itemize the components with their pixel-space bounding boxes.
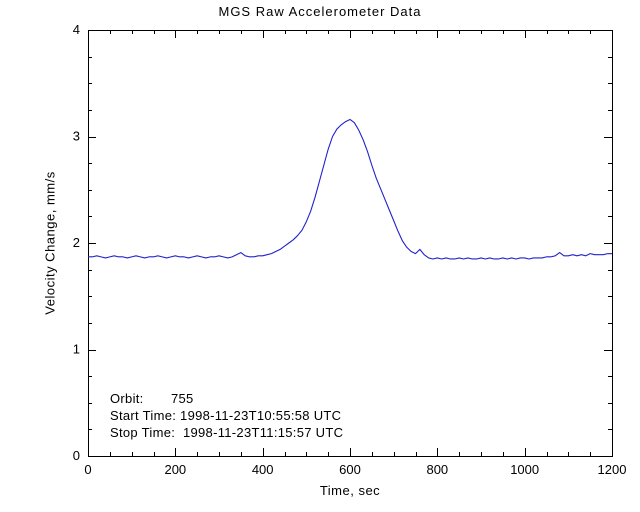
annotation-stop-time: Stop Time: 1998-11-23T11:15:57 UTC — [110, 425, 344, 440]
y-tick-label: 2 — [73, 235, 80, 250]
chart-title: MGS Raw Accelerometer Data — [218, 4, 422, 19]
y-tick-label: 4 — [73, 22, 80, 37]
x-tick-label: 1000 — [510, 462, 539, 477]
y-tick-label: 3 — [73, 129, 80, 144]
y-axis-label: Velocity Change, mm/s — [42, 171, 58, 315]
x-tick-label: 400 — [252, 462, 274, 477]
y-tick-label: 0 — [73, 448, 80, 463]
x-axis-label: Time, sec — [319, 483, 381, 498]
y-tick-label: 1 — [73, 342, 80, 357]
x-tick-label: 200 — [164, 462, 186, 477]
x-tick-label: 800 — [426, 462, 448, 477]
velocity-change-line — [88, 118, 612, 260]
x-tick-label: 1200 — [598, 462, 627, 477]
x-tick-label: 0 — [84, 462, 91, 477]
annotation-start-time: Start Time: 1998-11-23T10:55:58 UTC — [110, 408, 342, 423]
x-tick-label: 600 — [339, 462, 361, 477]
annotation-orbit: Orbit: 755 — [110, 391, 194, 406]
